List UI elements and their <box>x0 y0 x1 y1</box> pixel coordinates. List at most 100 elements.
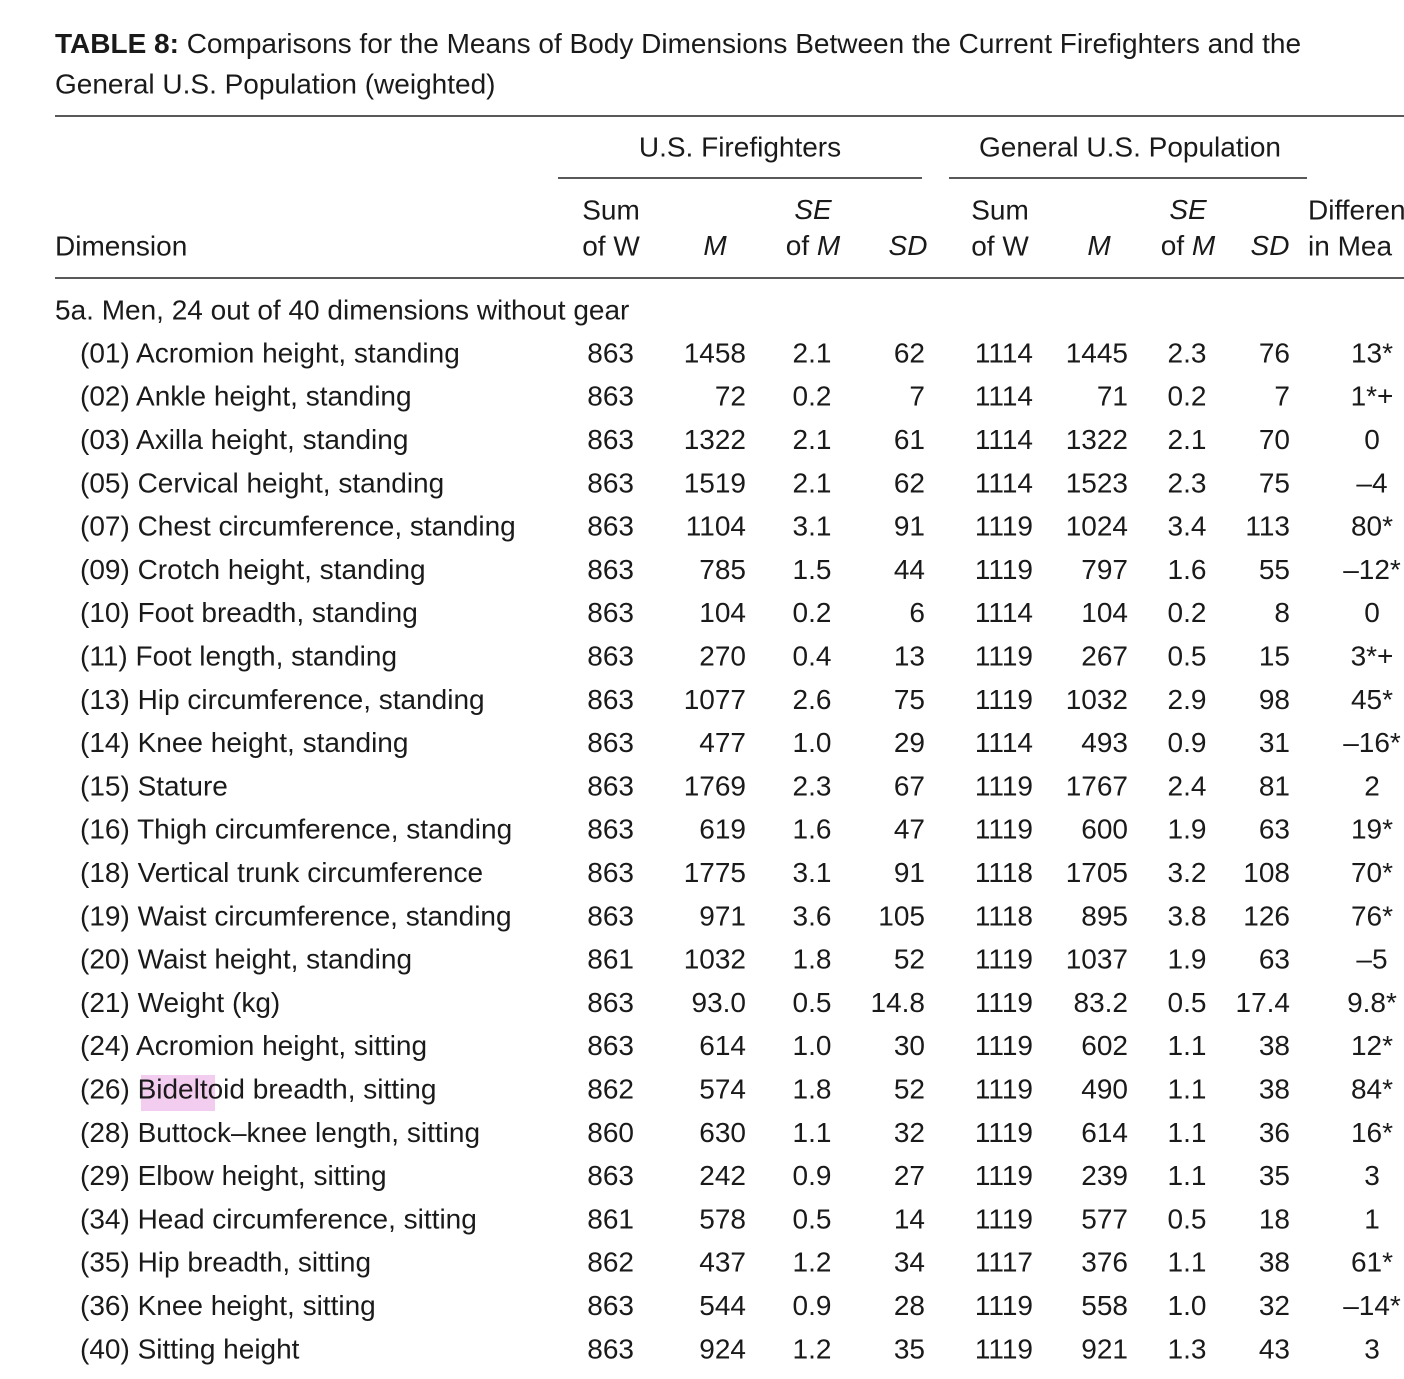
cell: 1104 <box>686 511 746 542</box>
dimension-name: (11) Foot length, standing <box>80 640 397 671</box>
cell: –5 <box>1356 944 1387 975</box>
cell: 863 <box>587 554 634 585</box>
cell: 270 <box>699 640 746 671</box>
dimension-name: (01) Acromion height, standing <box>80 337 460 368</box>
cell: 861 <box>587 1203 634 1234</box>
group-header: General U.S. Population <box>979 131 1281 162</box>
column-header: in Mea <box>1308 230 1392 261</box>
cell: 38 <box>1259 1030 1290 1061</box>
cell: 52 <box>894 944 925 975</box>
cell: 1119 <box>975 987 1033 1018</box>
cell: 863 <box>587 424 634 455</box>
group-header: U.S. Firefighters <box>639 131 841 162</box>
cell: 63 <box>1259 944 1290 975</box>
cell: 863 <box>587 770 634 801</box>
column-header: SE <box>1169 194 1207 225</box>
cell: –16* <box>1343 727 1401 758</box>
cell: 0.2 <box>1168 381 1207 412</box>
cell: 1119 <box>975 1333 1033 1364</box>
cell: 32 <box>1259 1290 1290 1321</box>
column-header: of M <box>1161 230 1216 261</box>
cell: 3.4 <box>1168 511 1207 542</box>
cell: –12* <box>1343 554 1401 585</box>
cell: 863 <box>587 727 634 758</box>
cell: 239 <box>1081 1160 1128 1191</box>
dimension-name: (07) Chest circumference, standing <box>80 511 516 542</box>
dimension-name: (02) Ankle height, standing <box>80 381 412 412</box>
cell: 28 <box>894 1290 925 1321</box>
dimension-name: (26) Bideltoid breadth, sitting <box>80 1073 436 1104</box>
cell: 6 <box>909 597 925 628</box>
cell: 863 <box>587 1290 634 1321</box>
cell: 61 <box>894 424 925 455</box>
cell: 1032 <box>684 944 746 975</box>
cell: 863 <box>587 511 634 542</box>
cell: 104 <box>699 597 746 628</box>
cell: 104 <box>1081 597 1128 628</box>
cell: 1769 <box>684 770 746 801</box>
cell: 67 <box>894 770 925 801</box>
cell: 19* <box>1351 814 1393 845</box>
cell: 63 <box>1259 814 1290 845</box>
cell: 862 <box>587 1247 634 1278</box>
cell: 98 <box>1259 684 1290 715</box>
cell: 1322 <box>684 424 746 455</box>
cell: 3*+ <box>1351 640 1394 671</box>
cell: 1114 <box>975 424 1033 455</box>
cell: 863 <box>587 381 634 412</box>
cell: 108 <box>1243 857 1290 888</box>
column-header: Sum <box>582 194 640 225</box>
cell: 1114 <box>975 337 1033 368</box>
dimension-name: (09) Crotch height, standing <box>80 554 426 585</box>
cell: 477 <box>699 727 746 758</box>
cell: 614 <box>1081 1117 1128 1148</box>
dimension-name: (14) Knee height, standing <box>80 727 408 758</box>
cell: 785 <box>699 554 746 585</box>
cell: 1.9 <box>1168 944 1207 975</box>
cell: 863 <box>587 337 634 368</box>
cell: 1.1 <box>1168 1117 1207 1148</box>
dimension-name: (10) Foot breadth, standing <box>80 597 418 628</box>
cell: 76 <box>1259 337 1290 368</box>
cell: 13 <box>894 640 925 671</box>
dimension-name: (13) Hip circumference, standing <box>80 684 485 715</box>
cell: 3.6 <box>793 900 832 931</box>
cell: 267 <box>1081 640 1128 671</box>
cell: 602 <box>1081 1030 1128 1061</box>
dimension-name: (34) Head circumference, sitting <box>80 1203 477 1234</box>
dimension-name: (29) Elbow height, sitting <box>80 1160 387 1191</box>
cell: 34 <box>894 1247 925 1278</box>
cell: 3.1 <box>793 511 832 542</box>
cell: 863 <box>587 640 634 671</box>
title-line: General U.S. Population (weighted) <box>55 68 495 99</box>
cell: 863 <box>587 900 634 931</box>
cell: 0 <box>1364 424 1380 455</box>
cell: 0.5 <box>1168 1203 1207 1234</box>
cell: 1118 <box>975 900 1033 931</box>
cell: 72 <box>715 381 746 412</box>
cell: 1.6 <box>793 814 832 845</box>
cell: 797 <box>1081 554 1128 585</box>
column-header: Sum <box>971 194 1029 225</box>
cell: 1.5 <box>793 554 832 585</box>
cell: 62 <box>894 467 925 498</box>
cell: 490 <box>1081 1073 1128 1104</box>
cell: 126 <box>1243 900 1290 931</box>
cell: 52 <box>894 1073 925 1104</box>
cell: 1458 <box>684 337 746 368</box>
cell: 1.8 <box>793 944 832 975</box>
cell: 1119 <box>975 684 1033 715</box>
title-text: Comparisons for the Means of Body Dimens… <box>187 28 1301 59</box>
cell: 61* <box>1351 1247 1393 1278</box>
cell: 1445 <box>1066 337 1128 368</box>
cell: 614 <box>699 1030 746 1061</box>
cell: 7 <box>909 381 925 412</box>
cell: 9.8* <box>1347 987 1397 1018</box>
cell: 1037 <box>1066 944 1128 975</box>
cell: 863 <box>587 467 634 498</box>
cell: 1119 <box>975 1203 1033 1234</box>
dimension-name: (18) Vertical trunk circumference <box>80 857 483 888</box>
cell: 1119 <box>975 944 1033 975</box>
cell: 863 <box>587 597 634 628</box>
cell: 2 <box>1364 770 1380 801</box>
